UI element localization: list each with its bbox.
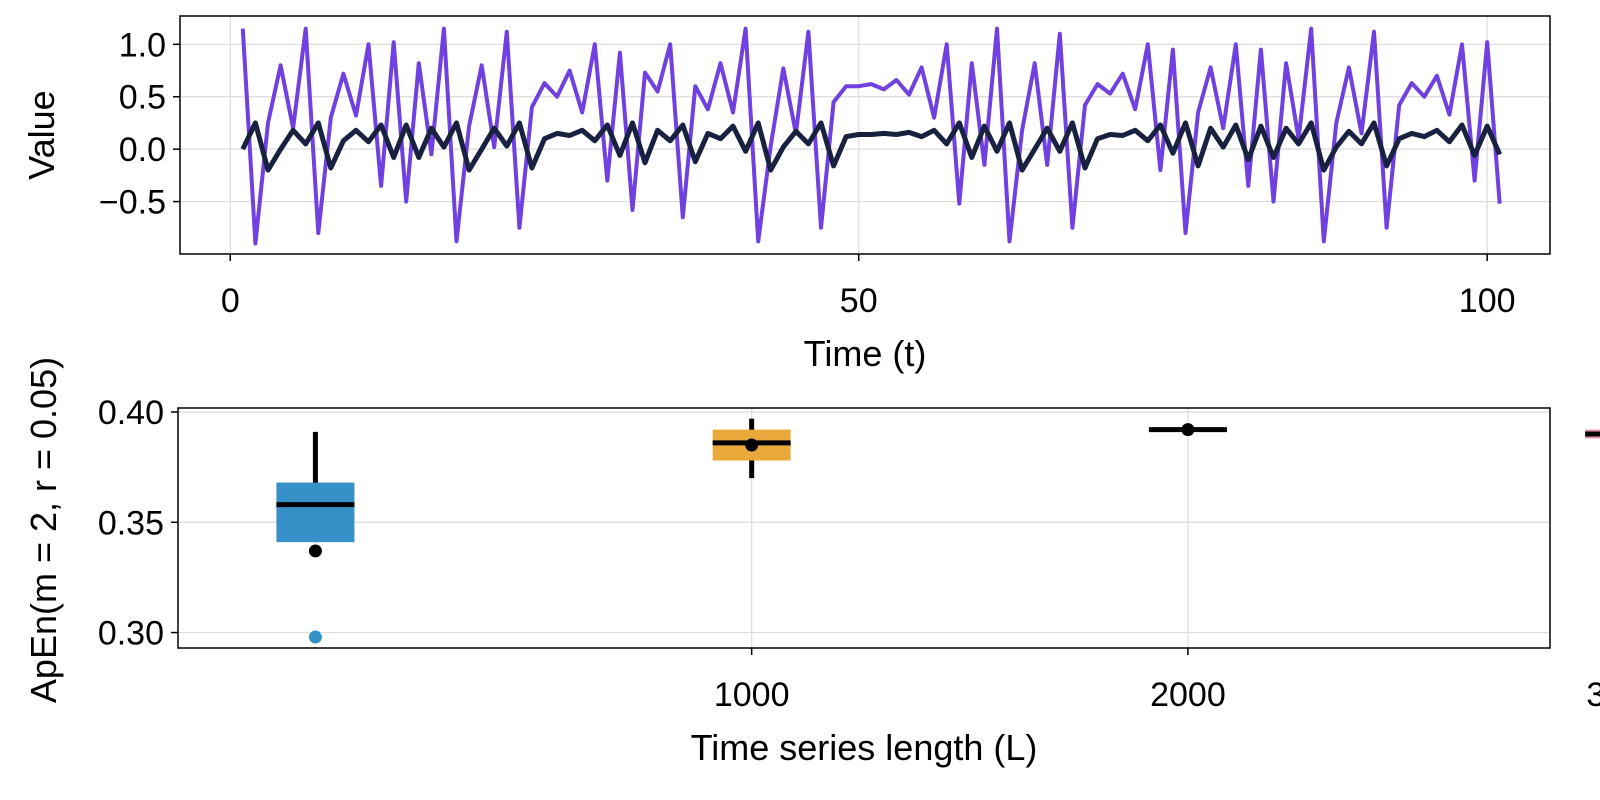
line-chart-y-tick-label: 1.0 [119,26,166,64]
box-2 [712,418,791,479]
box-plot-boxes [276,418,1600,644]
line-chart-x-tick-label: 100 [1459,282,1516,320]
box-plot-y-tick-label: 0.35 [98,504,164,542]
line-chart-y-tick-label: −0.5 [99,184,166,222]
line-series-1 [240,26,1502,246]
box-mean-marker [1181,423,1195,437]
box-plot-panel: 1000 2000 3000 0.30 0.35 0.40 Time series len… [23,357,1600,768]
line-chart-y-axis-label: Value [21,90,62,179]
line-chart-panel: 0 50 100 −0.5 0.0 0.5 1.0 Time (t) Value [21,15,1551,374]
line-chart-y-tick-label: 0.0 [119,131,166,169]
box-plot-x-tick-label: 3000 [1586,676,1600,714]
box-4 [1585,429,1600,439]
box-plot-y-tick-label: 0.30 [98,615,164,653]
box-mean-marker [745,438,759,452]
box-1 [276,431,355,644]
box-3 [1148,423,1227,437]
line-chart-x-tick-label: 50 [840,282,878,320]
line-series-2 [240,120,1502,173]
box-plot-x-axis-label: Time series length (L) [691,727,1038,768]
box-plot-x-tick-label: 2000 [1150,676,1226,714]
box-plot-ticks: 1000 2000 3000 0.30 0.35 0.40 [98,394,1600,714]
line-chart-x-tick-label: 0 [221,282,240,320]
box-plot-x-tick-label: 1000 [714,676,790,714]
line-chart-y-tick-label: 0.5 [119,79,166,117]
box-plot-frame [177,407,1551,649]
box-plot-y-tick-label: 0.40 [98,394,164,432]
line-chart-ticks: 0 50 100 −0.5 0.0 0.5 1.0 [99,26,1516,320]
line-chart-frame [179,15,1551,255]
box-body [276,482,355,543]
box-mean-marker [308,544,322,558]
box-plot-grid [178,408,1550,648]
box-outlier [308,630,322,644]
line-chart-series [240,26,1502,246]
line-chart-x-axis-label: Time (t) [804,333,927,374]
box-plot-y-axis-label: ApEn(m = 2, r = 0.05) [23,357,64,703]
